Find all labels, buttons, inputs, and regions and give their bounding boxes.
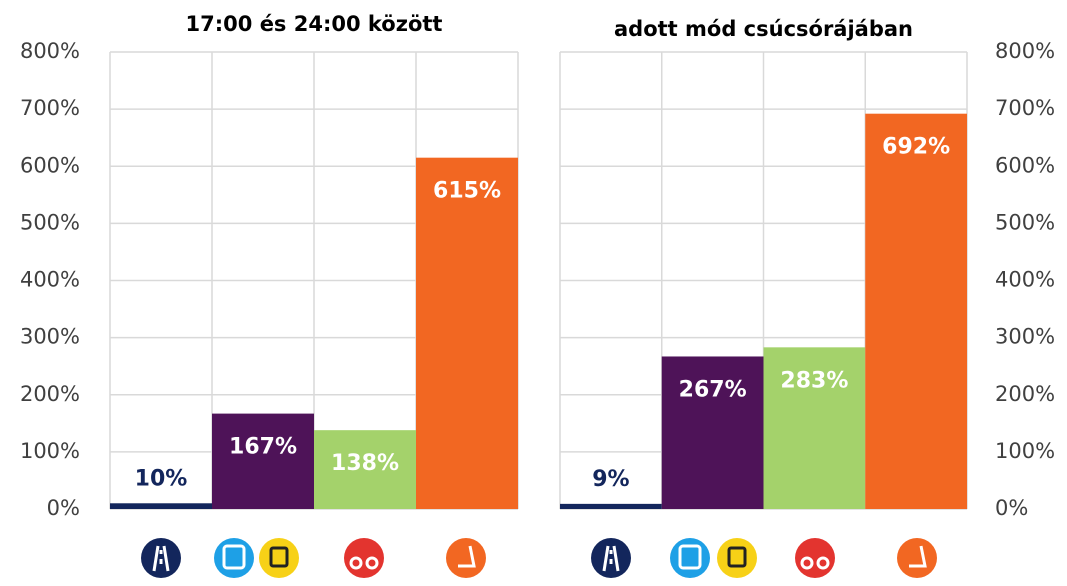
y-tick-label: 800% (20, 39, 80, 63)
y-tick-label: 200% (995, 382, 1055, 406)
y-tick-label: 800% (995, 39, 1055, 63)
scooter-icon (446, 538, 486, 578)
data-label: 9% (592, 467, 629, 492)
y-tick-label: 0% (995, 496, 1028, 520)
chart-title: adott mód csúcsórájában (614, 17, 913, 41)
y-tick-label: 600% (20, 153, 80, 177)
bike-icon (795, 538, 835, 578)
bar (314, 430, 416, 509)
y-tick-label: 0% (47, 496, 80, 520)
y-tick-label: 400% (20, 268, 80, 292)
bar (865, 113, 967, 509)
data-label: 267% (679, 377, 747, 402)
y-tick-label: 700% (20, 96, 80, 120)
y-tick-label: 200% (20, 382, 80, 406)
bus-icon (214, 538, 254, 578)
y-tick-label: 300% (20, 325, 80, 349)
bar (763, 347, 866, 509)
y-tick-label: 500% (995, 210, 1055, 234)
bar (110, 503, 212, 509)
y-tick-label: 500% (20, 210, 80, 234)
bar (416, 157, 518, 509)
data-label: 692% (882, 135, 950, 160)
y-tick-label: 600% (995, 153, 1055, 177)
road-icon (591, 538, 631, 578)
tram-icon (259, 538, 299, 578)
bus-icon (670, 538, 710, 578)
data-label: 283% (780, 368, 848, 393)
data-label: 138% (331, 451, 399, 476)
road-icon (141, 538, 181, 578)
tram-icon (717, 538, 757, 578)
data-label: 615% (433, 179, 501, 204)
y-tick-label: 400% (995, 268, 1055, 292)
y-tick-label: 100% (995, 439, 1055, 463)
bike-icon (344, 538, 384, 578)
category-icons (141, 538, 937, 578)
chart-title: 17:00 és 24:00 között (186, 12, 443, 36)
y-tick-label: 300% (995, 325, 1055, 349)
data-label: 10% (135, 466, 188, 491)
scooter-icon (897, 538, 937, 578)
y-tick-label: 100% (20, 439, 80, 463)
y-tick-label: 700% (995, 96, 1055, 120)
data-label: 167% (229, 435, 297, 460)
bar (560, 503, 662, 509)
bar (661, 356, 764, 509)
bar (212, 413, 314, 509)
